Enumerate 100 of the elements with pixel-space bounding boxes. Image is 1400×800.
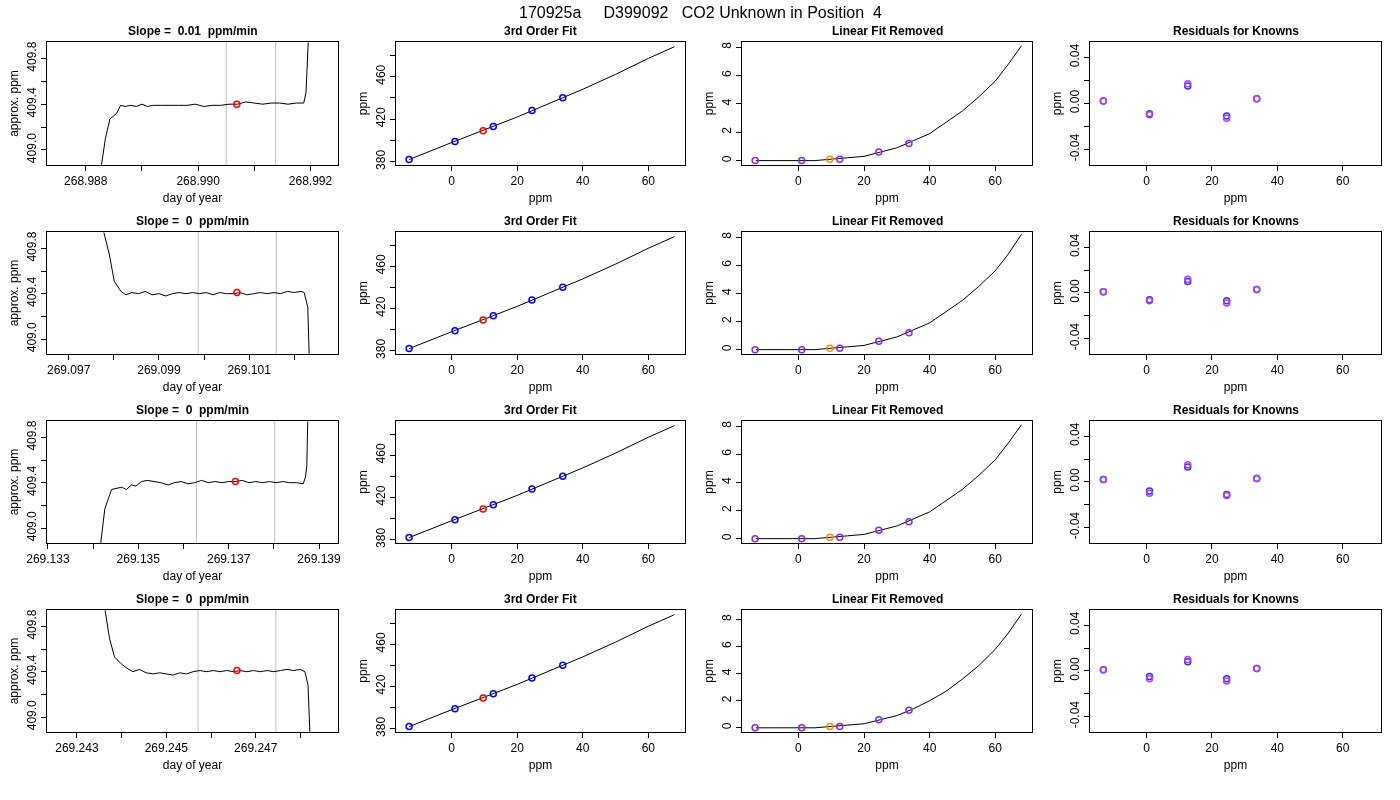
y-axis-title: ppm [701, 281, 716, 305]
chart-title: Linear Fit Removed [832, 24, 944, 38]
y-tick-label: 420 [374, 485, 389, 506]
y-tick-label: 0 [720, 533, 735, 541]
y-axis-title: ppm [1049, 281, 1064, 305]
y-tick-label: 409.0 [25, 321, 40, 353]
text: 170925a D399092 CO2 Unknown in Position 4 [519, 4, 882, 21]
chart-title: Residuals for Knowns [1173, 24, 1300, 38]
x-tick-label: 40 [1270, 741, 1285, 756]
x-axis-title: ppm [1223, 569, 1248, 584]
x-tick-label: 60 [641, 552, 656, 567]
y-tick-label: 409.4 [25, 276, 40, 307]
y-tick-label: 2 [720, 126, 735, 134]
x-tick-label: 20 [1205, 741, 1219, 756]
x-tick-label: 60 [988, 174, 1003, 189]
chart-title: 3rd Order Fit [504, 403, 577, 417]
x-axis-title: ppm [528, 380, 553, 395]
y-tick-label: 420 [374, 296, 389, 317]
y-tick-label: 0 [720, 155, 735, 163]
x-tick-label: 40 [576, 741, 590, 756]
y-axis-title: ppm [1049, 659, 1064, 683]
x-tick-label: 269.245 [144, 741, 189, 756]
chart-title: Linear Fit Removed [832, 403, 944, 417]
y-tick-label: 409.8 [25, 420, 40, 451]
x-tick-label: 40 [922, 552, 937, 567]
y-tick-label: 2 [720, 316, 735, 324]
y-axis-title: approx. ppm [6, 448, 21, 516]
chart-title: 3rd Order Fit [504, 214, 577, 228]
y-tick-label: 460 [374, 64, 389, 85]
x-tick-label: 269.133 [26, 552, 70, 567]
x-tick-label: 60 [988, 741, 1003, 756]
y-axis-title: ppm [355, 281, 370, 305]
chart-title: Linear Fit Removed [832, 214, 944, 228]
y-tick-label: 8 [720, 614, 735, 622]
y-tick-label: 8 [720, 420, 735, 428]
y-axis-title: approx. ppm [6, 637, 21, 705]
y-tick-label: -0.04 [1068, 322, 1083, 351]
x-tick-label: 20 [857, 552, 872, 567]
y-tick-label: 2 [720, 695, 735, 703]
x-tick-label: 0 [795, 552, 803, 567]
x-tick-label: 20 [1205, 174, 1219, 189]
y-tick-label: -0.04 [1068, 511, 1083, 540]
y-axis-title: ppm [355, 470, 370, 494]
x-tick-label: 20 [857, 174, 872, 189]
chart-title: Slope = 0 ppm/min [136, 214, 250, 228]
x-axis-title: ppm [528, 758, 553, 773]
x-tick-label: 60 [1336, 552, 1350, 567]
y-axis-title: ppm [355, 659, 370, 683]
y-axis-title: ppm [701, 91, 716, 116]
chart-title: Residuals for Knowns [1173, 592, 1300, 606]
x-tick-label: 0 [795, 363, 803, 378]
y-tick-label: 380 [374, 149, 389, 170]
y-tick-label: -0.04 [1068, 700, 1083, 729]
y-tick-label: 409.0 [25, 699, 40, 731]
x-tick-label: 60 [1336, 174, 1350, 189]
y-tick-label: 6 [720, 70, 735, 78]
y-tick-label: 0.00 [1068, 468, 1083, 492]
y-tick-label: 0.04 [1068, 233, 1083, 258]
y-tick-label: 420 [374, 106, 389, 128]
x-axis-title: day of year [162, 569, 223, 584]
y-tick-label: 0.04 [1068, 422, 1083, 447]
x-tick-label: 40 [1270, 174, 1285, 189]
x-tick-label: 0 [448, 552, 456, 567]
x-tick-label: 40 [922, 741, 937, 756]
y-tick-label: 6 [720, 448, 735, 456]
x-tick-label: 0 [448, 741, 456, 756]
y-tick-label: 409.0 [25, 132, 40, 164]
y-tick-label: 4 [720, 476, 735, 484]
chart-title: 3rd Order Fit [504, 24, 577, 38]
y-axis-title: approx. ppm [6, 70, 21, 137]
x-tick-label: 20 [510, 552, 525, 567]
x-tick-label: 40 [922, 363, 937, 378]
x-tick-label: 0 [1143, 363, 1151, 378]
x-tick-label: 60 [988, 552, 1003, 567]
y-axis-title: ppm [701, 659, 716, 683]
x-tick-label: 269.243 [55, 741, 99, 756]
x-tick-label: 40 [576, 174, 590, 189]
y-tick-label: 409.4 [25, 465, 40, 496]
x-tick-label: 40 [576, 363, 590, 378]
y-tick-label: 0.00 [1068, 89, 1083, 114]
y-tick-label: 4 [720, 98, 735, 106]
y-tick-label: 420 [374, 674, 389, 695]
y-tick-label: 380 [374, 716, 389, 737]
x-tick-label: 20 [1205, 552, 1219, 567]
x-tick-label: 268.992 [288, 174, 333, 189]
x-tick-label: 268.990 [176, 174, 221, 189]
x-tick-label: 0 [1143, 174, 1151, 189]
x-tick-label: 20 [510, 363, 525, 378]
chart-title: Residuals for Knowns [1173, 214, 1300, 228]
x-tick-label: 60 [1336, 741, 1350, 756]
y-tick-label: 409.8 [25, 231, 40, 262]
y-tick-label: 409.8 [25, 41, 40, 72]
y-tick-label: 409.0 [25, 510, 40, 542]
y-tick-label: 0 [720, 344, 735, 352]
y-tick-label: 6 [720, 259, 735, 267]
chart-title: Slope = 0 ppm/min [136, 403, 250, 417]
y-tick-label: -0.04 [1068, 133, 1083, 162]
x-tick-label: 20 [1205, 363, 1219, 378]
x-tick-label: 0 [1143, 741, 1151, 756]
chart-title: Slope = 0.01 ppm/min [128, 24, 258, 38]
